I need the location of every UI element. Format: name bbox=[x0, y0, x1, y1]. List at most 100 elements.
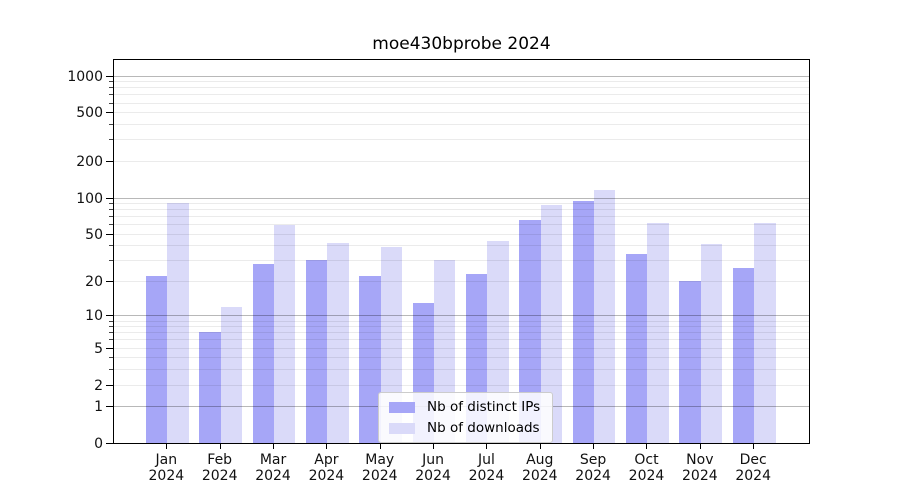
minor-gridline bbox=[114, 357, 809, 359]
x-tick-label: Mar 2024 bbox=[255, 452, 291, 484]
y-minor-tick-mark bbox=[109, 124, 113, 126]
x-tick-label: Jun 2024 bbox=[415, 452, 451, 484]
bar-distinct-ips-nov bbox=[679, 281, 701, 443]
x-tick-label: May 2024 bbox=[361, 452, 398, 484]
y-minor-tick-mark bbox=[109, 216, 113, 218]
minor-gridline bbox=[114, 102, 809, 104]
minor-gridline bbox=[114, 339, 809, 341]
y-tick-mark bbox=[106, 315, 113, 317]
y-minor-tick-mark bbox=[109, 81, 113, 83]
bar-downloads-dec bbox=[754, 223, 776, 443]
x-tick-mark bbox=[646, 444, 648, 449]
minor-gridline bbox=[114, 160, 809, 162]
bar-downloads-jan bbox=[167, 203, 189, 443]
bar-downloads-nov bbox=[700, 244, 723, 443]
minor-gridline bbox=[114, 139, 809, 141]
y-minor-tick-mark bbox=[109, 260, 113, 262]
y-minor-tick-mark bbox=[109, 102, 113, 104]
x-tick-label: Dec 2024 bbox=[735, 452, 771, 484]
minor-gridline bbox=[114, 94, 809, 96]
legend-swatch-downloads bbox=[389, 422, 415, 434]
y-minor-tick-mark bbox=[109, 320, 113, 322]
minor-gridline bbox=[114, 209, 809, 211]
minor-gridline bbox=[114, 224, 809, 226]
y-minor-tick-mark bbox=[109, 139, 113, 141]
y-minor-tick-mark bbox=[109, 94, 113, 96]
y-minor-tick-mark bbox=[109, 209, 113, 211]
x-tick-label: Feb 2024 bbox=[201, 452, 238, 484]
x-tick-mark bbox=[539, 444, 541, 449]
x-tick-mark bbox=[326, 444, 328, 449]
y-tick-mark bbox=[106, 443, 113, 444]
bar-downloads-feb bbox=[220, 306, 243, 443]
y-minor-tick-mark bbox=[109, 224, 113, 226]
y-minor-tick-mark bbox=[109, 326, 113, 328]
minor-gridline bbox=[114, 233, 809, 235]
y-minor-tick-mark bbox=[109, 245, 113, 247]
y-tick-label: 10 bbox=[85, 308, 103, 325]
y-tick-label: 100 bbox=[76, 190, 103, 207]
x-tick-label: Aug 2024 bbox=[521, 452, 558, 484]
x-tick-mark bbox=[753, 444, 755, 449]
x-tick-mark bbox=[593, 444, 595, 449]
legend-item-distinct-ips: Nb of distinct IPs bbox=[389, 399, 540, 415]
bar-distinct-ips-oct bbox=[626, 253, 648, 443]
bar-distinct-ips-may bbox=[359, 276, 381, 443]
y-tick-label: 200 bbox=[76, 153, 103, 170]
bar-distinct-ips-dec bbox=[732, 267, 755, 443]
bar-downloads-apr bbox=[327, 242, 349, 443]
y-tick-label: 500 bbox=[76, 105, 103, 122]
plot-area bbox=[113, 59, 810, 444]
major-gridline bbox=[114, 197, 809, 199]
x-tick-mark bbox=[433, 444, 435, 449]
legend-swatch-distinct-ips bbox=[389, 401, 415, 413]
x-tick-mark bbox=[273, 444, 275, 449]
y-minor-tick-mark bbox=[109, 203, 113, 205]
y-tick-mark bbox=[106, 281, 113, 283]
bar-distinct-ips-feb bbox=[199, 332, 221, 443]
y-tick-mark bbox=[106, 112, 113, 114]
minor-gridline bbox=[114, 320, 809, 322]
major-gridline bbox=[114, 75, 809, 77]
y-tick-label: 1 bbox=[94, 399, 103, 416]
minor-gridline bbox=[114, 112, 809, 114]
x-tick-label: Jan 2024 bbox=[148, 452, 185, 484]
bar-downloads-mar bbox=[274, 225, 296, 443]
bar-distinct-ips-mar bbox=[252, 263, 275, 443]
minor-gridline bbox=[114, 87, 809, 89]
y-minor-tick-mark bbox=[109, 332, 113, 334]
minor-gridline bbox=[114, 245, 809, 247]
minor-gridline bbox=[114, 203, 809, 205]
legend-label-distinct-ips: Nb of distinct IPs bbox=[427, 399, 541, 415]
y-tick-mark bbox=[106, 160, 113, 162]
minor-gridline bbox=[114, 384, 809, 386]
y-tick-label: 50 bbox=[85, 226, 103, 243]
y-minor-tick-mark bbox=[109, 339, 113, 341]
bar-distinct-ips-aug bbox=[519, 220, 541, 443]
minor-gridline bbox=[114, 260, 809, 262]
y-minor-tick-mark bbox=[109, 87, 113, 89]
y-tick-mark bbox=[106, 75, 113, 77]
legend: Nb of distinct IPs Nb of downloads bbox=[378, 392, 554, 443]
minor-gridline bbox=[114, 281, 809, 283]
y-minor-tick-mark bbox=[109, 357, 113, 359]
y-tick-label: 2 bbox=[94, 377, 103, 394]
bar-downloads-sep bbox=[594, 190, 616, 443]
x-tick-label: Apr 2024 bbox=[308, 452, 345, 484]
legend-item-downloads: Nb of downloads bbox=[389, 420, 540, 436]
bar-distinct-ips-jan bbox=[146, 276, 168, 443]
x-tick-mark bbox=[699, 444, 701, 449]
y-tick-label: 1000 bbox=[67, 68, 103, 85]
bar-downloads-aug bbox=[540, 205, 563, 443]
y-tick-mark bbox=[106, 197, 113, 199]
minor-gridline bbox=[114, 369, 809, 371]
minor-gridline bbox=[114, 347, 809, 349]
bar-downloads-oct bbox=[647, 223, 669, 443]
major-gridline bbox=[114, 315, 809, 317]
x-tick-label: Sep 2024 bbox=[575, 452, 611, 484]
bar-distinct-ips-apr bbox=[306, 260, 328, 443]
y-tick-label: 0 bbox=[94, 436, 103, 452]
minor-gridline bbox=[114, 124, 809, 126]
x-tick-mark bbox=[219, 444, 221, 449]
